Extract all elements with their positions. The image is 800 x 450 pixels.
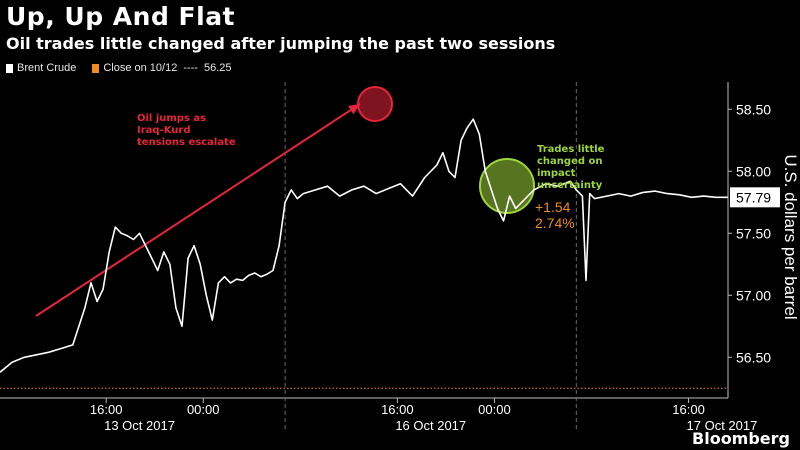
- chart-subtitle: Oil trades little changed after jumping …: [6, 34, 556, 53]
- brent-crude-series-line: [0, 118, 728, 373]
- flat-highlight-circle: [479, 158, 535, 214]
- legend-label-close: Close on 10/12: [103, 62, 178, 74]
- annotation-red-line-0: Oil jumps as: [137, 113, 206, 124]
- legend-close-dashes: ----: [183, 62, 198, 74]
- change-percent: 2.74%: [535, 215, 575, 231]
- x-tick-label-2: 16:00: [381, 402, 414, 417]
- chart-legend: Brent Crude Close on 10/12 ---- 56.25: [6, 60, 248, 76]
- annotation-green-line-3: uncertainty: [537, 180, 603, 191]
- x-tick-label-1: 00:00: [187, 402, 220, 417]
- peak-highlight-circle: [357, 86, 393, 122]
- x-tick-label-3: 00:00: [478, 402, 511, 417]
- annotation-arrow-head: [348, 104, 360, 115]
- annotation-red-line-2: tensions escalate: [137, 137, 236, 148]
- current-value-badge: [730, 187, 780, 208]
- y-tick-label-3: 58.00: [736, 163, 771, 179]
- y-tick-label-0: 56.50: [736, 349, 771, 365]
- x-day-label-0: 13 Oct 2017: [104, 418, 175, 433]
- x-tick-label-4: 16:00: [672, 402, 705, 417]
- legend-swatch-close: [92, 63, 100, 73]
- current-value-label: 57.79: [736, 189, 771, 205]
- y-tick-label-1: 57.00: [736, 287, 771, 303]
- legend-item-brent: Brent Crude: [6, 62, 76, 74]
- bloomberg-logo: Bloomberg: [692, 429, 790, 448]
- x-day-label-2: 17 Oct 2017: [687, 418, 758, 433]
- y-tick-label-2: 57.50: [736, 225, 771, 241]
- y-axis-title: U.S. dollars per barrel: [781, 154, 800, 319]
- chart-title: Up, Up And Flat: [6, 2, 236, 31]
- legend-close-value: 56.25: [203, 62, 232, 74]
- x-day-label-1: 16 Oct 2017: [395, 418, 466, 433]
- legend-item-close: Close on 10/12 ---- 56.25: [92, 62, 232, 74]
- legend-label-brent: Brent Crude: [17, 62, 77, 74]
- x-tick-label-0: 16:00: [90, 402, 123, 417]
- annotation-arrow-line: [35, 103, 361, 317]
- annotation-red-line-1: Iraq-Kurd: [137, 125, 191, 136]
- annotation-green-line-0: Trades little: [537, 144, 605, 155]
- legend-swatch-brent: [6, 63, 13, 73]
- y-tick-label-4: 58.50: [736, 101, 771, 117]
- annotation-green-line-1: changed on: [537, 156, 602, 167]
- change-absolute: +1.54: [535, 199, 571, 215]
- annotation-green-line-2: impact: [537, 168, 576, 179]
